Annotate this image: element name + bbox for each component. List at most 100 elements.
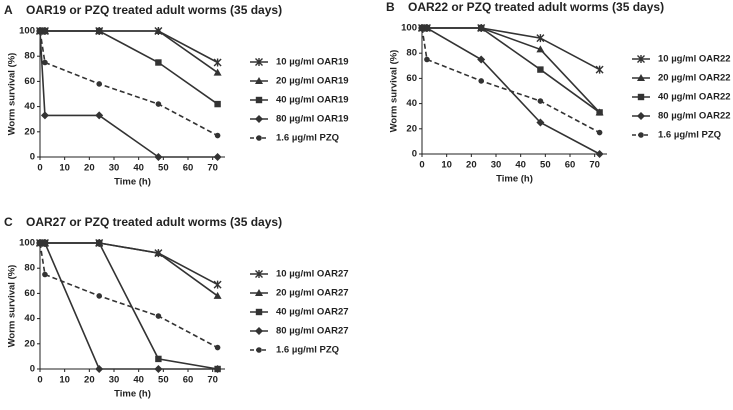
marker (95, 111, 104, 120)
marker (637, 55, 645, 63)
y-axis-label: Worm survival (%) (7, 53, 18, 136)
marker (40, 111, 49, 120)
marker (478, 78, 485, 84)
marker (255, 115, 263, 123)
marker (96, 293, 102, 299)
marker (256, 135, 262, 141)
marker (422, 24, 431, 32)
marker (155, 101, 162, 107)
marker (596, 129, 603, 136)
legend-label: 1.6 µg/ml PZQ (658, 130, 721, 141)
series-line (40, 30, 219, 74)
legend-label: 80 µg/ml OAR19 (276, 114, 349, 125)
y-tick-label: 80 (406, 48, 417, 59)
x-tick-label: 50 (540, 160, 551, 171)
marker (637, 93, 645, 101)
marker (37, 240, 43, 246)
x-tick-label: 40 (133, 375, 144, 386)
x-tick-label: 0 (37, 163, 42, 174)
x-tick-label: 20 (84, 163, 95, 174)
y-axis-label: Worm survival (%) (389, 50, 400, 133)
marker (214, 344, 221, 351)
y-tick-label: 60 (24, 76, 35, 87)
legend-label: 10 µg/ml OAR19 (276, 57, 349, 68)
y-tick-label: 100 (401, 23, 417, 34)
series-line (421, 27, 600, 134)
panel-label: A (4, 3, 13, 17)
marker (256, 347, 262, 353)
legend-label: 1.6 µg/ml PZQ (276, 133, 339, 144)
series-line (40, 242, 219, 297)
legend-label: 10 µg/ml OAR27 (276, 269, 349, 280)
legend-label: 20 µg/ml OAR19 (276, 76, 349, 87)
marker (638, 132, 644, 138)
y-tick-label: 100 (19, 26, 35, 37)
marker (424, 56, 430, 63)
x-tick-label: 30 (109, 375, 120, 386)
y-tick-label: 0 (412, 149, 417, 160)
x-axis-label: Time (h) (114, 389, 151, 400)
series-line (40, 242, 218, 286)
x-tick-label: 40 (133, 163, 144, 174)
x-axis-label: Time (h) (496, 174, 533, 185)
marker (213, 280, 222, 289)
x-tick-label: 10 (59, 375, 70, 386)
x-tick-label: 40 (515, 160, 526, 171)
y-tick-label: 80 (24, 51, 35, 62)
marker (41, 27, 49, 35)
legend-label: 10 µg/ml OAR22 (658, 54, 731, 65)
marker (536, 118, 545, 127)
y-tick-label: 20 (406, 123, 417, 134)
marker (255, 270, 263, 278)
marker (419, 25, 425, 31)
marker (537, 98, 544, 104)
chart-title: OAR27 or PZQ treated adult worms (35 day… (26, 215, 282, 229)
marker (155, 313, 162, 319)
y-axis-label: Worm survival (%) (7, 265, 18, 348)
marker (537, 66, 544, 73)
y-tick-label: 80 (24, 263, 35, 274)
legend-label: 40 µg/ml OAR22 (658, 92, 731, 103)
series-line (40, 30, 219, 105)
y-tick-label: 20 (24, 338, 35, 349)
x-tick-label: 60 (183, 163, 194, 174)
marker (595, 150, 604, 158)
y-tick-label: 40 (24, 101, 35, 112)
marker (637, 112, 645, 120)
marker (155, 355, 162, 363)
marker (213, 153, 222, 161)
y-tick-label: 20 (24, 126, 35, 137)
marker (255, 308, 263, 316)
marker (213, 365, 222, 373)
panel-label: C (4, 215, 13, 229)
y-tick-label: 0 (30, 364, 35, 375)
marker (536, 34, 545, 43)
y-tick-label: 40 (24, 313, 35, 324)
marker (96, 239, 103, 247)
marker (213, 58, 222, 67)
legend-label: 80 µg/ml OAR27 (276, 326, 349, 337)
chart-title: OAR19 or PZQ treated adult worms (35 day… (26, 3, 282, 17)
y-tick-label: 0 (30, 152, 35, 163)
marker (255, 77, 263, 84)
marker (42, 271, 48, 278)
marker (536, 45, 545, 53)
y-tick-label: 100 (19, 238, 35, 249)
legend-label: 1.6 µg/ml PZQ (276, 345, 339, 356)
marker (154, 249, 163, 257)
marker (477, 55, 486, 64)
x-tick-label: 60 (183, 375, 194, 386)
x-tick-label: 70 (207, 375, 218, 386)
marker (95, 365, 104, 373)
marker (595, 65, 604, 74)
y-tick-label: 40 (406, 98, 417, 109)
y-tick-label: 60 (24, 288, 35, 299)
x-tick-label: 0 (37, 375, 42, 386)
x-tick-label: 60 (565, 160, 576, 171)
x-tick-label: 70 (207, 163, 218, 174)
marker (154, 27, 163, 34)
x-tick-label: 10 (59, 163, 70, 174)
legend-label: 20 µg/ml OAR22 (658, 73, 731, 84)
